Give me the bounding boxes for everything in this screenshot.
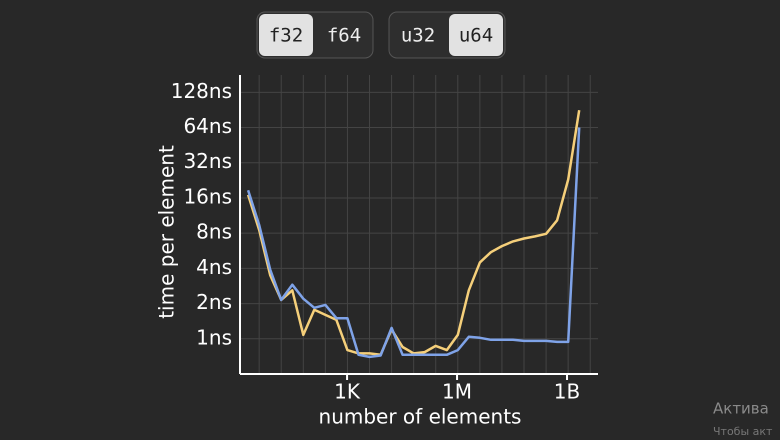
y-tick-label: 2ns (196, 290, 232, 314)
toggle-selected[interactable] (259, 14, 313, 56)
y-tick-label: 4ns (196, 255, 232, 279)
series-line (246, 110, 581, 357)
toggle-option[interactable] (317, 14, 371, 56)
y-tick-label: 16ns (183, 184, 232, 208)
toggle-option[interactable] (391, 14, 445, 56)
y-tick-label: 1ns (196, 325, 232, 349)
y-tick-label: 32ns (183, 149, 232, 173)
toggle-bar: f32 f64 u32 u64 (256, 11, 506, 59)
toggle-group: u32 u64 (388, 11, 506, 59)
watermark-subtitle: Чтобы акт (713, 425, 773, 438)
y-tick-label: 64ns (183, 114, 232, 138)
toggle-label[interactable]: f32 (269, 25, 303, 47)
toggle-label[interactable]: u32 (401, 25, 435, 47)
x-axis-title: number of elements (319, 405, 522, 429)
watermark-title: Актива (713, 400, 769, 418)
toggle-selected[interactable] (449, 14, 503, 56)
series-line (246, 127, 581, 359)
x-tick-label: 1M (442, 380, 472, 404)
x-tick-label: 1K (334, 380, 361, 404)
toggle-label[interactable]: u64 (459, 25, 493, 47)
y-tick-label: 128ns (171, 79, 232, 103)
toggle-label[interactable]: f64 (327, 25, 361, 47)
y-tick-label: 8ns (196, 220, 232, 244)
x-tick-label: 1B (554, 380, 580, 404)
toggle-group: f32 f64 (256, 11, 374, 59)
y-axis-title: time per element (155, 145, 179, 319)
